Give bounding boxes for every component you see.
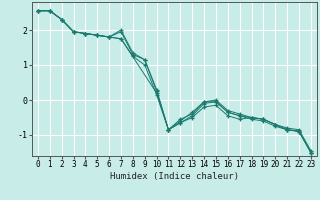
X-axis label: Humidex (Indice chaleur): Humidex (Indice chaleur): [110, 172, 239, 181]
